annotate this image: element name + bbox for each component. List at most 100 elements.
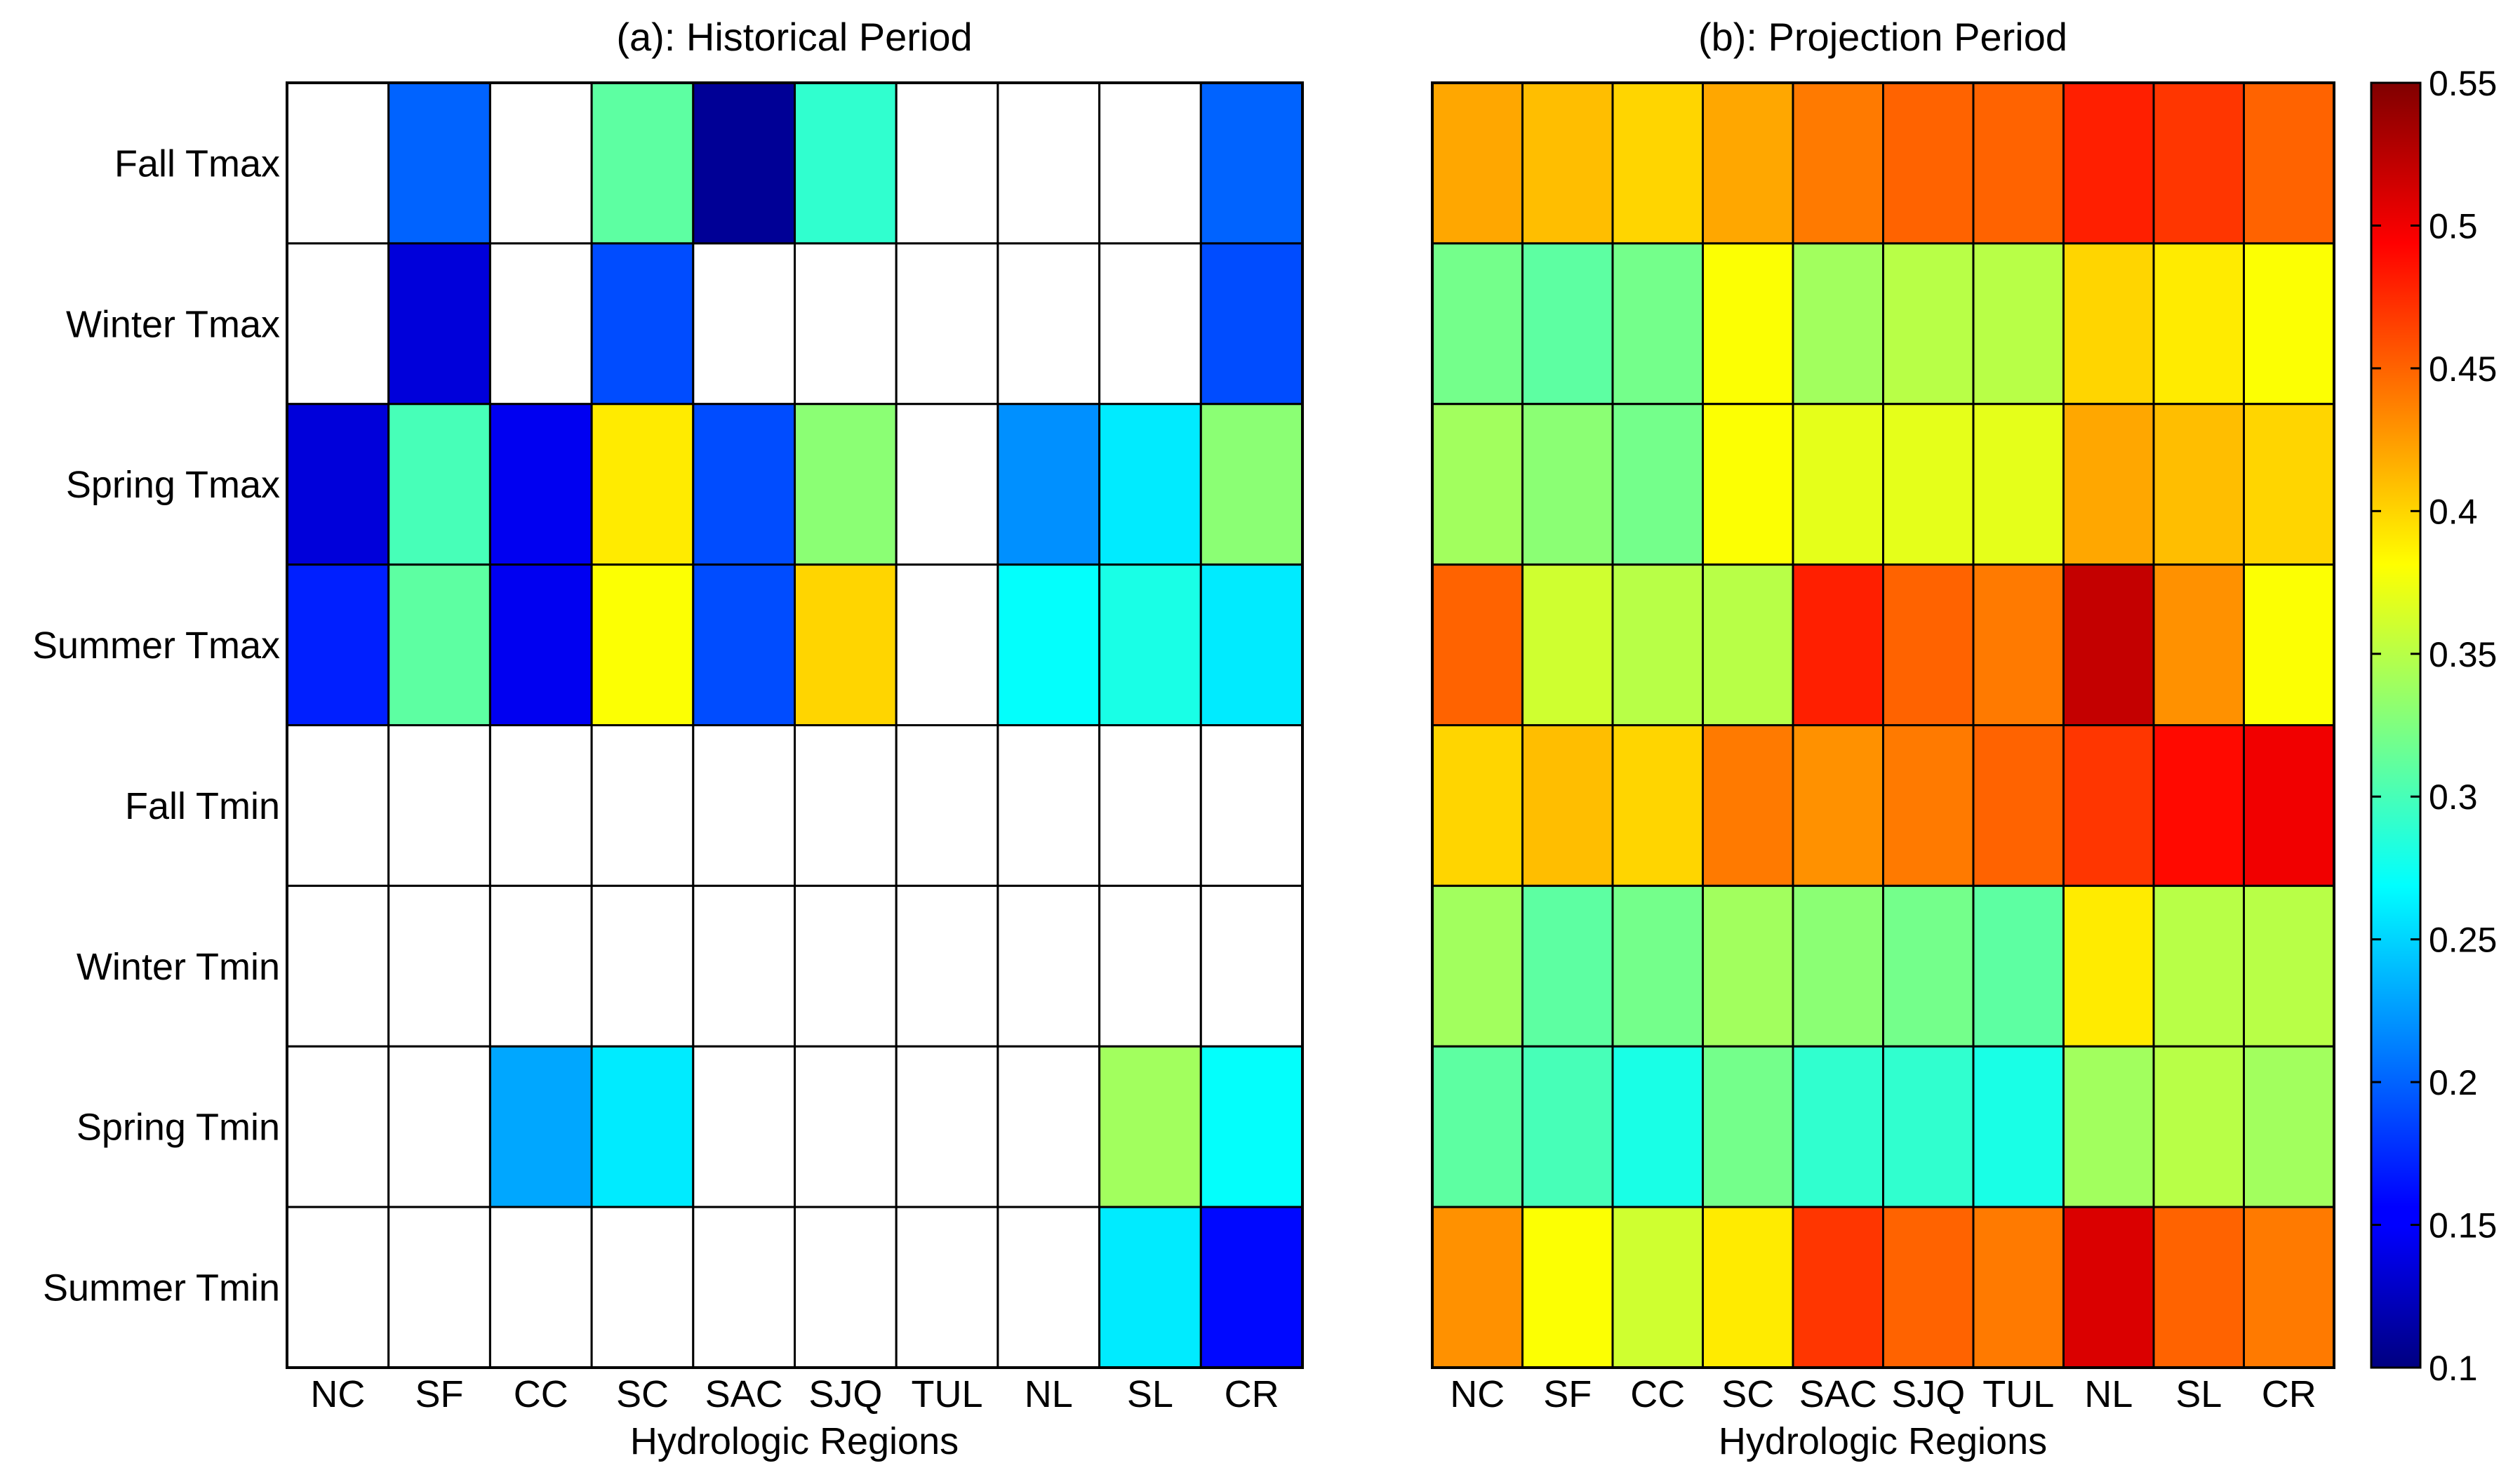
heatmap-cell [1521, 884, 1614, 1048]
y-tick-labels-historical: Fall Tmax Winter Tmax Spring Tmax Summer Tm… [32, 142, 280, 1309]
heatmap-cell [1792, 1206, 1884, 1369]
heatmap-cell [2062, 242, 2155, 406]
heatmap-cell [1098, 563, 1202, 727]
heatmap-cell [2152, 1206, 2245, 1369]
heatmap-cell [387, 1206, 491, 1369]
x-axis-label-historical: Hydrologic Regions [630, 1420, 959, 1462]
colorbar: 0.1 0.15 0.2 0.25 0.3 0.35 0.4 0.45 0.5 0.55 [2370, 64, 2497, 1388]
heatmap-cell [1199, 1206, 1304, 1369]
heatmap-cells-projection [1431, 81, 2335, 1369]
heatmap-cell [1702, 1045, 1794, 1208]
heatmap-cell [692, 1206, 796, 1369]
colorbar-tick-label: 0.35 [2429, 635, 2497, 674]
x-tick-label: NL [2084, 1373, 2133, 1415]
plot-frame [286, 81, 1304, 1369]
heatmap-cell [488, 884, 593, 1048]
heatmap-cell [590, 563, 695, 727]
heatmap-cell [1098, 1206, 1202, 1369]
panel-title-historical: (a): Historical Period [616, 15, 972, 59]
x-tick-label: TUL [1982, 1373, 2054, 1415]
heatmap-cell [895, 242, 999, 406]
heatmap-cell [996, 724, 1101, 887]
heatmap-cell [1972, 563, 2065, 727]
x-tick-label: SL [2175, 1373, 2222, 1415]
heatmap-cell [1521, 242, 1614, 406]
heatmap-cell [590, 81, 695, 245]
heatmap-cell [387, 724, 491, 887]
y-tick-label: Spring Tmin [76, 1107, 280, 1149]
heatmap-cell [2243, 884, 2335, 1048]
colorbar-tick-label: 0.1 [2429, 1349, 2478, 1388]
heatmap-cell [895, 884, 999, 1048]
heatmap-cell [1431, 242, 1524, 406]
heatmap-cell [794, 724, 898, 887]
x-tick-label: CC [514, 1373, 568, 1415]
heatmap-cell [1972, 1045, 2065, 1208]
colorbar-tick-label: 0.15 [2429, 1206, 2497, 1246]
y-tick-label: Fall Tmin [125, 785, 280, 827]
heatmap-cell [1199, 563, 1304, 727]
heatmap-cell [692, 724, 796, 887]
heatmap-cell [1431, 563, 1524, 727]
heatmap-cell [794, 81, 898, 245]
heatmap-cell [1098, 81, 1202, 245]
heatmap-cell [1611, 884, 1704, 1048]
colorbar-tick-label: 0.55 [2429, 64, 2497, 103]
heatmap-cell [488, 563, 593, 727]
heatmap-cell [2243, 242, 2335, 406]
heatmap-cell [286, 403, 390, 566]
heatmap-cell [692, 563, 796, 727]
heatmap-cell [1882, 242, 1975, 406]
heatmap-cell [996, 403, 1101, 566]
heatmap-cell [1521, 1045, 1614, 1208]
x-tick-label: CR [1225, 1373, 1279, 1415]
heatmap-cell [1702, 724, 1794, 887]
heatmap-cell [2152, 1045, 2245, 1208]
heatmap-cell [1098, 884, 1202, 1048]
heatmap-cell [996, 1206, 1101, 1369]
heatmap-cell [895, 1206, 999, 1369]
heatmap-cell [2152, 884, 2245, 1048]
x-tick-label: SAC [705, 1373, 783, 1415]
heatmap-cell [286, 724, 390, 887]
heatmap-cell [1098, 242, 1202, 406]
colorbar-ticks: 0.1 0.15 0.2 0.25 0.3 0.35 0.4 0.45 0.5 0.55 [2371, 64, 2497, 1388]
heatmap-cell [1199, 884, 1304, 1048]
heatmap-cell [895, 403, 999, 566]
heatmap-cell [590, 884, 695, 1048]
heatmap-cell [2152, 81, 2245, 245]
heatmap-cell [1972, 884, 2065, 1048]
heatmap-cell [2062, 81, 2155, 245]
heatmap-cell [1199, 724, 1304, 887]
heatmap-cell [1702, 81, 1794, 245]
heatmap-cell [1792, 81, 1884, 245]
heatmap-cell [1611, 403, 1704, 566]
heatmap-cell [1521, 1206, 1614, 1369]
y-tick-label: Summer Tmin [43, 1267, 280, 1309]
y-tick-label: Spring Tmax [66, 464, 280, 506]
heatmap-cell [1882, 1045, 1975, 1208]
colorbar-gradient [2370, 81, 2422, 1369]
heatmap-cell [1972, 242, 2065, 406]
heatmap-cell [286, 1206, 390, 1369]
heatmap-cells-historical [286, 81, 1304, 1369]
y-tick-label: Summer Tmax [32, 625, 280, 667]
heatmap-cell [996, 1045, 1101, 1208]
x-tick-labels-projection: NC SF CC SC SAC SJQ TUL NL SL CR [1450, 1373, 2316, 1415]
heatmap-cell [1611, 1045, 1704, 1208]
heatmap-cell [794, 1206, 898, 1369]
y-tick-label: Fall Tmax [114, 142, 280, 185]
heatmap-cell [1882, 563, 1975, 727]
heatmap-cell [387, 884, 491, 1048]
heatmap-cell [895, 563, 999, 727]
heatmap-cell [2243, 81, 2335, 245]
x-tick-label: SL [1127, 1373, 1173, 1415]
heatmap-cell [794, 884, 898, 1048]
heatmap-panel-projection: (b): Projection Period NC SF CC SC SAC SJQ TUL… [1431, 15, 2335, 1462]
heatmap-cell [1611, 1206, 1704, 1369]
y-tick-label: Winter Tmin [76, 946, 280, 988]
heatmap-cell [1431, 884, 1524, 1048]
heatmap-cell [2243, 724, 2335, 887]
heatmap-cell [996, 81, 1101, 245]
